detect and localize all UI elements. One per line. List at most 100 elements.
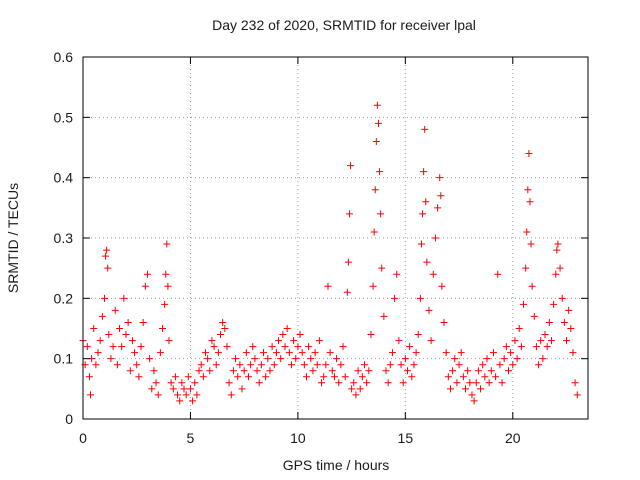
data-point bbox=[96, 337, 104, 345]
data-point bbox=[87, 391, 95, 399]
data-point bbox=[343, 288, 351, 296]
data-point bbox=[315, 337, 323, 345]
data-point bbox=[422, 198, 430, 206]
data-point bbox=[553, 246, 561, 254]
data-point bbox=[227, 391, 235, 399]
data-point bbox=[462, 385, 470, 393]
data-point bbox=[377, 210, 385, 218]
data-point bbox=[513, 355, 521, 363]
data-point bbox=[135, 373, 143, 381]
data-point bbox=[344, 258, 352, 266]
data-point bbox=[457, 349, 465, 357]
y-tick-label: 0.6 bbox=[54, 49, 74, 65]
data-point bbox=[547, 337, 555, 345]
data-point bbox=[477, 385, 485, 393]
data-point bbox=[380, 312, 388, 320]
data-point bbox=[356, 385, 364, 393]
x-axis-label: GPS time / hours bbox=[283, 457, 390, 473]
data-point bbox=[244, 373, 252, 381]
data-point bbox=[171, 373, 179, 381]
data-point bbox=[455, 361, 463, 369]
data-point bbox=[423, 258, 431, 266]
data-point bbox=[382, 367, 390, 375]
data-point bbox=[363, 379, 371, 387]
data-point bbox=[102, 252, 110, 260]
data-point bbox=[509, 361, 517, 369]
data-point bbox=[83, 343, 91, 351]
y-tick-label: 0.5 bbox=[54, 109, 74, 125]
data-point bbox=[163, 240, 171, 248]
data-point bbox=[496, 361, 504, 369]
data-point bbox=[275, 337, 283, 345]
data-point bbox=[429, 270, 437, 278]
data-point bbox=[305, 343, 313, 351]
data-point bbox=[556, 264, 564, 272]
data-point bbox=[459, 373, 467, 381]
data-point bbox=[537, 337, 545, 345]
chart-title: Day 232 of 2020, SRMTID for receiver lpa… bbox=[212, 17, 476, 33]
data-point bbox=[333, 355, 341, 363]
data-point bbox=[302, 373, 310, 381]
data-point bbox=[128, 337, 136, 345]
x-tick-label: 0 bbox=[79, 430, 87, 446]
data-point bbox=[219, 318, 227, 326]
data-point bbox=[352, 391, 360, 399]
data-point bbox=[436, 174, 444, 182]
data-point bbox=[539, 355, 547, 363]
data-point bbox=[146, 355, 154, 363]
data-point bbox=[412, 349, 420, 357]
data-point bbox=[208, 337, 216, 345]
data-point bbox=[378, 264, 386, 272]
data-point bbox=[543, 343, 551, 351]
x-tick-label: 5 bbox=[187, 430, 195, 446]
data-point bbox=[464, 367, 472, 375]
data-point bbox=[311, 349, 319, 357]
data-point bbox=[193, 391, 201, 399]
y-tick-label: 0.3 bbox=[54, 230, 74, 246]
data-point bbox=[403, 367, 411, 375]
data-point bbox=[201, 349, 209, 357]
data-point bbox=[507, 349, 515, 357]
data-point bbox=[532, 343, 540, 351]
data-point bbox=[285, 349, 293, 357]
data-point bbox=[397, 361, 405, 369]
data-point bbox=[229, 367, 237, 375]
data-point bbox=[451, 355, 459, 363]
data-point bbox=[386, 361, 394, 369]
data-point bbox=[560, 318, 568, 326]
data-point bbox=[223, 343, 231, 351]
data-point bbox=[124, 318, 132, 326]
data-point bbox=[565, 306, 573, 314]
data-point bbox=[214, 349, 222, 357]
x-tick-labels: 0 5 10 15 20 bbox=[79, 430, 521, 446]
data-point bbox=[107, 355, 115, 363]
data-point bbox=[264, 355, 272, 363]
data-point bbox=[417, 240, 425, 248]
x-tick-label: 20 bbox=[505, 430, 521, 446]
data-point bbox=[150, 367, 158, 375]
data-point bbox=[523, 228, 531, 236]
data-point bbox=[361, 361, 369, 369]
data-point bbox=[337, 361, 345, 369]
data-point bbox=[164, 282, 172, 290]
data-point bbox=[266, 367, 274, 375]
data-point bbox=[517, 343, 525, 351]
data-point bbox=[251, 355, 259, 363]
data-point bbox=[167, 379, 175, 387]
data-point bbox=[169, 385, 177, 393]
data-point bbox=[195, 367, 203, 375]
data-point bbox=[369, 282, 377, 290]
data-point bbox=[438, 282, 446, 290]
data-point bbox=[339, 343, 347, 351]
data-point bbox=[444, 373, 452, 381]
data-point bbox=[238, 385, 246, 393]
data-point bbox=[479, 361, 487, 369]
data-point bbox=[530, 312, 538, 320]
data-point bbox=[520, 300, 528, 308]
data-point bbox=[116, 325, 124, 332]
data-point bbox=[253, 367, 261, 375]
data-point bbox=[345, 210, 353, 218]
data-point bbox=[425, 306, 433, 314]
